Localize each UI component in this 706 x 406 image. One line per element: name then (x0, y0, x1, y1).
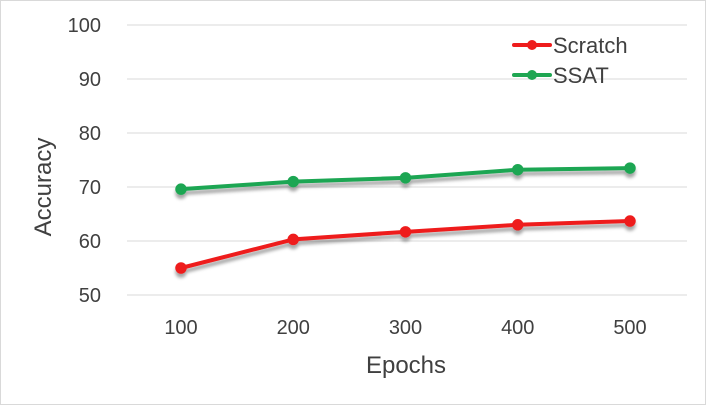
legend-item: SSAT (512, 63, 609, 88)
legend-label: Scratch (553, 33, 628, 58)
y-axis-title: Accuracy (30, 138, 57, 237)
y-tick-label: 80 (79, 123, 101, 145)
x-tick-label: 200 (277, 317, 310, 339)
y-tick-label: 100 (68, 15, 101, 37)
data-point (287, 175, 299, 188)
data-point (399, 226, 412, 238)
legend-marker (527, 70, 537, 80)
x-tick-label: 300 (389, 317, 422, 339)
series-scratch (175, 215, 636, 274)
data-point (175, 183, 187, 195)
legend: Scratch SSAT (512, 33, 628, 88)
legend-label: SSAT (553, 63, 609, 88)
y-axis-ticks: 50 60 70 80 90 100 (68, 15, 101, 307)
data-point (287, 233, 299, 246)
series-ssat (175, 162, 636, 195)
legend-item: Scratch (512, 33, 628, 58)
y-tick-label: 90 (79, 69, 101, 91)
legend-marker (527, 40, 537, 50)
data-point (512, 219, 524, 231)
y-tick-label: 60 (79, 231, 101, 253)
data-point (175, 262, 187, 274)
x-tick-label: 500 (613, 317, 646, 339)
x-tick-label: 400 (501, 317, 534, 339)
x-axis-title: Epochs (366, 352, 446, 379)
y-tick-label: 70 (79, 177, 101, 199)
x-axis-ticks: 100 200 300 400 500 (164, 317, 646, 339)
x-tick-label: 100 (164, 317, 197, 339)
data-point (399, 172, 412, 184)
data-point (624, 215, 636, 227)
data-point (512, 163, 524, 176)
data-point (624, 162, 636, 174)
series-lines (175, 162, 636, 274)
y-tick-label: 50 (79, 285, 101, 307)
